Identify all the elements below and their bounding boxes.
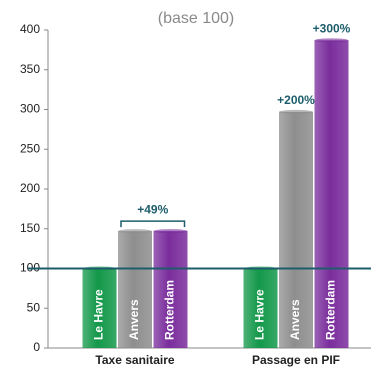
y-tick-label: 0 [33,340,40,354]
bar [279,111,313,348]
bar [314,40,349,349]
x-tick-label: Taxe sanitaire [95,353,174,367]
annotation: +200% [277,93,315,107]
bar-series-label: Rotterdam [163,280,177,340]
bar [82,268,117,348]
bar-series-label: Le Havre [92,289,106,340]
bar [153,231,188,348]
y-tick-label: 200 [20,181,40,195]
y-tick-label: 150 [20,221,40,235]
bar [118,231,152,348]
annotation: +300% [313,22,351,36]
bar-series-label: Anvers [127,299,141,340]
y-tick-label: 400 [20,22,40,36]
bar-series-label: Rotterdam [324,280,338,340]
y-tick-label: 300 [20,102,40,116]
x-tick-label: Passage en PIF [252,353,340,367]
bar-series-label: Le Havre [253,289,267,340]
y-tick-label: 250 [20,141,40,155]
y-tick-label: 350 [20,62,40,76]
bar [243,268,278,348]
bar-top [279,109,313,114]
y-tick-label: 50 [27,300,41,314]
annotation-bracket [120,220,186,228]
bar-top [153,229,188,234]
annotation: +49% [137,202,168,216]
bar-series-label: Anvers [288,299,302,340]
bar-top [118,229,152,234]
chart-subtitle: (base 100) [158,10,235,27]
bar-top [314,38,349,43]
